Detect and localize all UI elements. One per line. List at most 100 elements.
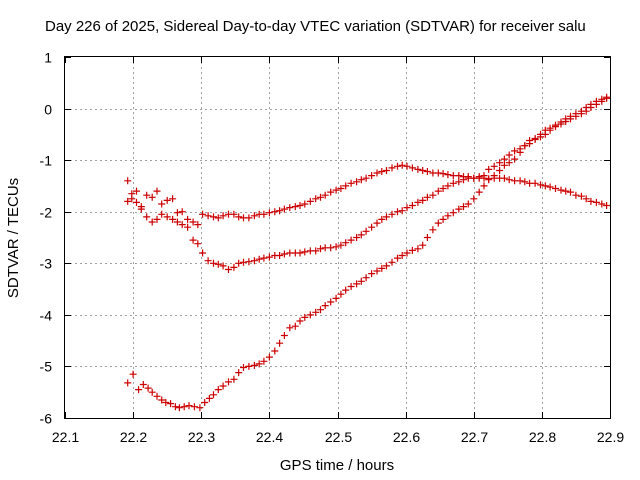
data-point bbox=[572, 191, 580, 199]
data-point bbox=[139, 381, 147, 388]
data-point bbox=[291, 203, 299, 211]
data-point bbox=[214, 214, 222, 222]
data-point bbox=[362, 274, 370, 282]
data-point bbox=[312, 308, 320, 316]
x-tick-label: 22.2 bbox=[120, 429, 147, 445]
data-point bbox=[464, 200, 472, 208]
data-point bbox=[368, 270, 376, 278]
data-point bbox=[171, 403, 179, 411]
data-point bbox=[271, 208, 279, 216]
data-point bbox=[158, 200, 166, 208]
data-point bbox=[505, 159, 513, 167]
data-point bbox=[444, 171, 452, 179]
data-point bbox=[470, 195, 478, 203]
data-point bbox=[362, 227, 370, 235]
data-point bbox=[505, 176, 513, 184]
data-point bbox=[225, 266, 232, 273]
data-point bbox=[296, 202, 304, 209]
data-point bbox=[255, 255, 263, 263]
data-point bbox=[378, 264, 386, 272]
data-point bbox=[603, 94, 611, 102]
data-point bbox=[301, 248, 309, 256]
data-point bbox=[260, 254, 268, 262]
data-point bbox=[567, 115, 574, 123]
data-point bbox=[388, 210, 396, 218]
data-point bbox=[464, 173, 472, 181]
data-point bbox=[240, 364, 247, 371]
data-point bbox=[276, 339, 284, 347]
data-point bbox=[178, 208, 186, 216]
data-point bbox=[148, 193, 156, 201]
data-point bbox=[537, 133, 544, 141]
data-point bbox=[562, 118, 570, 125]
data-point bbox=[332, 294, 340, 302]
data-point bbox=[143, 213, 151, 221]
data-point bbox=[129, 370, 137, 378]
data-point bbox=[296, 249, 304, 257]
data-point bbox=[225, 378, 232, 386]
data-point bbox=[362, 174, 370, 182]
data-point bbox=[327, 298, 335, 306]
data-point bbox=[205, 394, 213, 402]
data-point bbox=[158, 396, 166, 404]
data-point bbox=[398, 207, 406, 215]
satellite-track-3 bbox=[124, 161, 611, 229]
data-point bbox=[124, 177, 132, 185]
data-point bbox=[124, 197, 132, 205]
data-point bbox=[378, 215, 386, 223]
data-point bbox=[201, 399, 209, 406]
data-point bbox=[210, 391, 217, 399]
y-tick-labels: -6 -5 -4 -3 -2 -1 0 1 bbox=[40, 50, 53, 427]
data-point bbox=[449, 179, 457, 187]
data-point bbox=[342, 182, 350, 190]
data-point bbox=[557, 120, 565, 128]
data-point bbox=[423, 193, 431, 201]
data-point bbox=[245, 258, 253, 266]
data-point bbox=[394, 254, 401, 262]
data-point bbox=[184, 215, 192, 223]
data-point bbox=[546, 126, 554, 134]
data-point bbox=[312, 247, 320, 255]
data-point bbox=[516, 177, 524, 185]
data-point bbox=[286, 324, 294, 332]
data-point bbox=[280, 332, 288, 339]
data-point bbox=[541, 130, 549, 138]
data-point bbox=[317, 193, 324, 201]
data-point bbox=[439, 170, 447, 178]
data-point bbox=[276, 207, 284, 215]
data-point bbox=[537, 181, 544, 189]
data-point bbox=[180, 403, 188, 411]
axis-ticks bbox=[65, 57, 611, 419]
data-point bbox=[414, 198, 422, 206]
data-point bbox=[135, 386, 143, 394]
data-point bbox=[265, 253, 273, 261]
data-point bbox=[163, 213, 171, 221]
data-point bbox=[429, 191, 437, 199]
data-point bbox=[175, 404, 183, 412]
data-point bbox=[388, 258, 396, 266]
data-point bbox=[296, 317, 304, 325]
data-point bbox=[516, 145, 524, 153]
data-point bbox=[398, 161, 406, 169]
data-point bbox=[449, 209, 457, 217]
data-point bbox=[603, 202, 611, 209]
data-point bbox=[337, 185, 345, 192]
data-point bbox=[153, 215, 161, 223]
x-axis-label: GPS time / hours bbox=[280, 457, 394, 474]
data-point bbox=[342, 286, 350, 294]
data-point bbox=[383, 262, 390, 270]
data-point bbox=[317, 306, 324, 314]
data-point bbox=[511, 155, 519, 163]
data-point bbox=[169, 195, 177, 203]
data-point bbox=[260, 357, 268, 365]
data-point bbox=[505, 151, 513, 159]
data-point bbox=[158, 210, 166, 218]
data-point bbox=[301, 200, 309, 208]
data-point bbox=[403, 249, 411, 257]
data-point bbox=[378, 168, 386, 175]
data-point bbox=[557, 186, 565, 194]
data-point bbox=[455, 178, 463, 186]
data-point bbox=[337, 290, 345, 298]
data-point bbox=[347, 236, 355, 244]
y-tick-label: 0 bbox=[44, 102, 52, 118]
